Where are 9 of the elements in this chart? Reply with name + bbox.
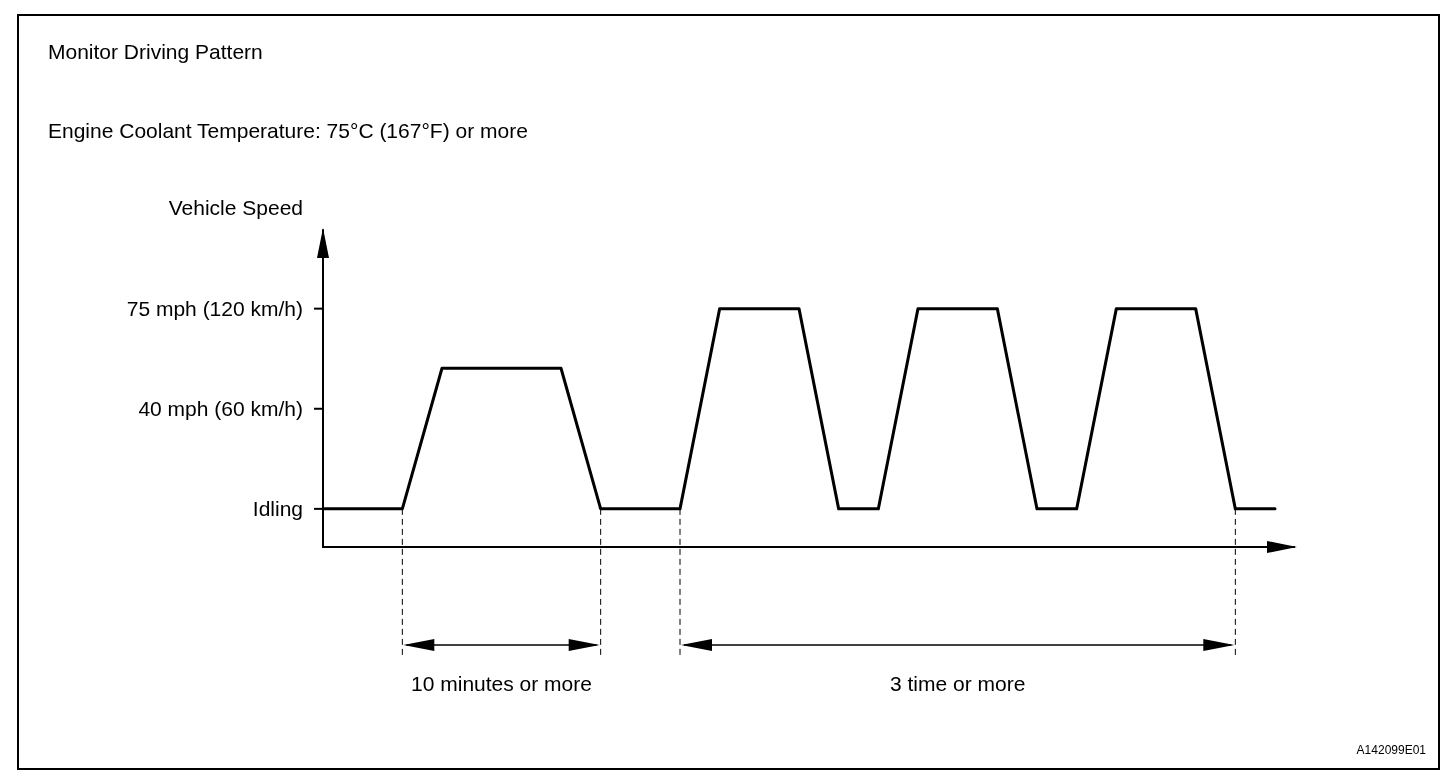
text: 10 minutes or more <box>411 671 592 695</box>
text: 75 mph (120 km/h) <box>126 297 303 321</box>
text: A142099E01 <box>1356 743 1427 757</box>
y-axis-title: Vehicle Speed <box>168 196 303 219</box>
chart-subtitle: Engine Coolant Temperature: 75°C (167°F) or more <box>48 119 528 142</box>
text: 40 mph (60 km/h) <box>138 397 303 421</box>
text: 3 time or more <box>889 671 1026 695</box>
chart-title: Monitor Driving Pattern <box>48 40 263 63</box>
text: Idling <box>252 497 303 521</box>
